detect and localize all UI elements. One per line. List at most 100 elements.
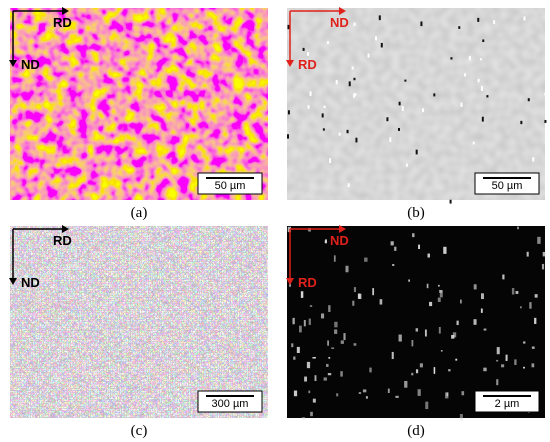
particle xyxy=(348,81,351,87)
particle xyxy=(502,274,505,280)
particle xyxy=(331,347,335,349)
particle xyxy=(335,79,338,85)
particle xyxy=(340,340,344,344)
particle xyxy=(426,283,429,289)
particle xyxy=(534,294,538,298)
particle xyxy=(523,366,525,369)
particle xyxy=(338,132,341,136)
particle xyxy=(514,359,517,365)
particle xyxy=(482,39,485,43)
particle xyxy=(415,328,419,332)
micrograph-texture xyxy=(10,8,268,200)
particle xyxy=(464,73,467,77)
direction-label: RD xyxy=(298,57,317,72)
particle xyxy=(438,326,441,334)
particle xyxy=(483,328,487,331)
scale-bar-label: 50 µm xyxy=(492,180,523,192)
particle xyxy=(287,110,290,115)
particle xyxy=(443,246,447,254)
particle xyxy=(296,346,300,354)
particle xyxy=(292,317,295,325)
particle xyxy=(287,134,290,139)
particle xyxy=(357,293,361,299)
particle xyxy=(372,288,375,296)
particle xyxy=(323,105,326,109)
particle xyxy=(312,356,316,359)
particle xyxy=(379,299,383,305)
particle xyxy=(496,347,500,355)
arrow-head xyxy=(286,60,294,67)
direction-label: ND xyxy=(330,15,349,30)
particle xyxy=(353,343,357,346)
arrow-head xyxy=(62,7,69,15)
particle xyxy=(519,306,522,309)
particle xyxy=(477,78,480,83)
particle xyxy=(345,265,349,273)
panel-caption: (d) xyxy=(407,423,425,439)
particle xyxy=(375,36,378,41)
particle xyxy=(308,318,311,325)
direction-label: ND xyxy=(21,57,40,72)
particle xyxy=(333,255,336,262)
particle xyxy=(378,15,381,21)
particle xyxy=(532,157,535,162)
particle xyxy=(299,325,302,333)
particle xyxy=(391,351,394,360)
particle xyxy=(300,291,304,298)
particle xyxy=(362,389,367,393)
arrow-head xyxy=(9,60,17,67)
particle xyxy=(523,341,526,344)
particle xyxy=(398,334,402,342)
particle xyxy=(301,417,305,420)
scale-bar-label: 2 µm xyxy=(495,398,520,410)
particle xyxy=(405,163,408,167)
particle xyxy=(422,108,425,113)
particle xyxy=(310,411,313,417)
particle xyxy=(354,92,357,96)
particle xyxy=(390,241,394,246)
particle xyxy=(448,369,451,372)
panel-caption: (b) xyxy=(407,205,425,221)
particle xyxy=(397,127,400,131)
particle xyxy=(531,363,535,368)
particle xyxy=(291,343,294,348)
particle xyxy=(303,319,306,327)
particle xyxy=(293,390,298,397)
particle xyxy=(419,363,423,368)
particle xyxy=(340,371,343,377)
particle xyxy=(439,290,443,298)
particle xyxy=(520,120,523,125)
panel: RD ND 50 µm (a) xyxy=(9,7,268,221)
particle xyxy=(481,116,484,122)
particle xyxy=(537,236,541,244)
particle xyxy=(483,367,487,372)
particle xyxy=(515,291,519,294)
particle xyxy=(358,392,362,394)
particle xyxy=(398,101,401,106)
particle xyxy=(481,293,484,300)
particle xyxy=(461,391,465,396)
scale-bar-label: 300 µm xyxy=(212,398,249,410)
particle xyxy=(307,52,310,56)
particle xyxy=(479,58,482,61)
particle xyxy=(468,56,471,61)
particle xyxy=(517,226,519,230)
particle xyxy=(321,113,324,118)
particle xyxy=(427,253,430,258)
particle xyxy=(353,77,356,81)
particle xyxy=(314,375,317,382)
arrow-head xyxy=(286,278,294,285)
particle xyxy=(486,95,489,98)
particle xyxy=(387,388,390,393)
particle xyxy=(544,119,547,123)
particle xyxy=(307,105,310,109)
particle xyxy=(496,359,499,362)
particle xyxy=(308,390,311,394)
particle xyxy=(327,340,329,346)
particle xyxy=(287,24,290,30)
particle xyxy=(329,158,332,164)
particle xyxy=(347,183,350,188)
particle xyxy=(541,263,545,270)
direction-label: ND xyxy=(21,275,40,290)
